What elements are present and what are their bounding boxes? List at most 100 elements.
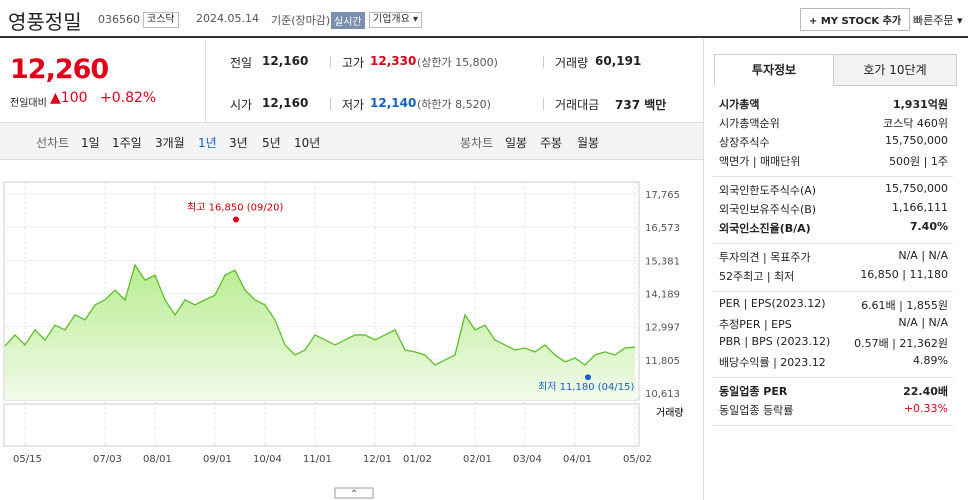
period-tab[interactable]: 1년	[198, 136, 217, 150]
side-tab[interactable]: 호가 10단계	[833, 54, 957, 86]
x-tick-label: 07/03	[93, 454, 122, 465]
tab-bar	[0, 122, 703, 160]
quote-value: 12,140	[370, 96, 417, 110]
extreme-dot	[585, 374, 591, 381]
info-label: 배당수익률 | 2023.12	[719, 356, 826, 369]
info-label: 상장주식수	[719, 136, 770, 149]
info-label: 추정PER | EPS	[719, 318, 792, 331]
x-tick-label: 02/01	[463, 454, 492, 465]
quote-label: 거래대금	[555, 98, 600, 112]
x-tick-label: 09/01	[203, 454, 232, 465]
area	[5, 265, 635, 400]
y-tick-label: 10,613	[645, 389, 680, 400]
x-tick-label: 08/01	[143, 454, 172, 465]
stock-name: 영풍정밀	[8, 10, 82, 34]
info-label: 시가총액	[719, 98, 760, 111]
quote-sep	[543, 98, 544, 110]
info-label: PER | EPS(2023.12)	[719, 297, 826, 310]
group-rule	[713, 291, 953, 292]
x-tick-label: 01/02	[403, 454, 432, 465]
quote-value: 12,330	[370, 54, 417, 68]
quote-value: 737 백만	[615, 98, 667, 112]
quote-value: 60,191	[595, 54, 642, 68]
quote-label: 고가	[342, 56, 365, 70]
quote-label: 시가	[230, 98, 253, 112]
info-label: 외국인한도주식수(A)	[719, 184, 817, 197]
quick-text: 빠른주문	[913, 14, 954, 27]
tab-label: 선차트	[36, 136, 70, 150]
info-value: N/A | N/A	[898, 316, 948, 329]
candle-tab[interactable]: 주봉	[540, 136, 563, 150]
info-value: 0.57배 | 21,362원	[854, 337, 948, 350]
group-rule	[713, 377, 953, 378]
x-tick-label: 03/04	[513, 454, 542, 465]
change-pct: +0.82%	[100, 90, 157, 106]
stock-code: 036560	[98, 13, 140, 26]
group-rule	[713, 176, 953, 177]
market-tag: 코스닥	[143, 12, 179, 28]
period-tab[interactable]: 1일	[81, 136, 100, 150]
volume-frame	[3, 403, 640, 447]
period-tab[interactable]: 1주일	[112, 136, 142, 150]
quote-sep	[543, 56, 544, 68]
info-label: 52주최고 | 최저	[719, 270, 795, 283]
info-value: 15,750,000	[885, 182, 948, 195]
side-tab[interactable]: 투자정보	[714, 54, 834, 85]
info-value: 6.61배 | 1,855원	[861, 299, 948, 312]
x-tick-label: 04/01	[563, 454, 592, 465]
quote-extra: (하한가 8,520)	[417, 98, 491, 111]
header-rule	[0, 36, 968, 38]
realtime-badge: 실시간	[331, 12, 365, 29]
y-tick-label: 15,381	[645, 256, 680, 267]
extreme-dot	[233, 216, 239, 223]
side-panel	[703, 38, 968, 500]
info-value: 7.40%	[909, 220, 948, 233]
x-tick-label: 10/04	[253, 454, 282, 465]
x-tick-label: 05/15	[13, 454, 42, 465]
x-tick-label: 12/01	[363, 454, 392, 465]
overview-button[interactable]: 기업개요 ▾	[369, 12, 423, 28]
period-tab[interactable]: 3개월	[155, 136, 185, 150]
y-tick-label: 11,805	[645, 356, 680, 367]
info-value: 16,850 | 11,180	[860, 268, 948, 281]
current-price: 12,260	[10, 54, 109, 85]
change-label: 전일대비	[10, 98, 47, 109]
change-value: 100	[60, 90, 88, 106]
info-value: 1,931억원	[892, 98, 948, 111]
quote-label: 저가	[342, 98, 365, 112]
chart: 거래량 17,765 16,573 15,381 14,189 12,997 11,805…	[3, 181, 684, 500]
info-value: +0.33%	[903, 402, 948, 415]
period-tab[interactable]: 10년	[294, 136, 321, 150]
collapse-icon: ⌃	[350, 489, 358, 500]
annotation: 최저 11,180 (04/15)	[538, 381, 634, 393]
info-label: 액면가 | 매매단위	[719, 155, 801, 168]
info-value: 1,166,111	[892, 201, 948, 214]
mystock-button[interactable]: + MY STOCK 추가	[800, 8, 911, 31]
quote-sep	[330, 56, 331, 68]
basis: 기준(장마감)	[271, 14, 331, 27]
period-tab[interactable]: 3년	[229, 136, 248, 150]
candle-tab[interactable]: 일봉	[505, 136, 528, 150]
info-label: 외국인보유주식수(B)	[719, 203, 817, 216]
volume-label: 거래량	[656, 407, 684, 419]
info-value: 코스닥 460위	[883, 117, 948, 130]
candle-tab[interactable]: 월봉	[577, 136, 600, 150]
info-value: 22.40배	[903, 385, 948, 398]
y-tick-label: 16,573	[645, 223, 680, 234]
info-label: 외국인소진율(B/A)	[719, 222, 811, 235]
collapse-button[interactable]	[334, 487, 374, 499]
price-line	[4, 263, 636, 366]
group-rule	[713, 425, 953, 426]
tab-label: 봉차트	[460, 136, 494, 150]
quote-sep	[330, 98, 331, 110]
annotation: 최고 16,850 (09/20)	[187, 201, 283, 213]
x-tick-label: 11/01	[303, 454, 332, 465]
period-tab[interactable]: 5년	[262, 136, 281, 150]
info-label: PBR | BPS (2023.12)	[719, 335, 831, 348]
group-rule	[713, 243, 953, 244]
quick-order[interactable]: 빠른주문 ▾	[913, 14, 963, 27]
quote-extra: (상한가 15,800)	[417, 56, 498, 69]
info-value: 4.89%	[913, 354, 948, 367]
info-value: 15,750,000	[885, 134, 948, 147]
